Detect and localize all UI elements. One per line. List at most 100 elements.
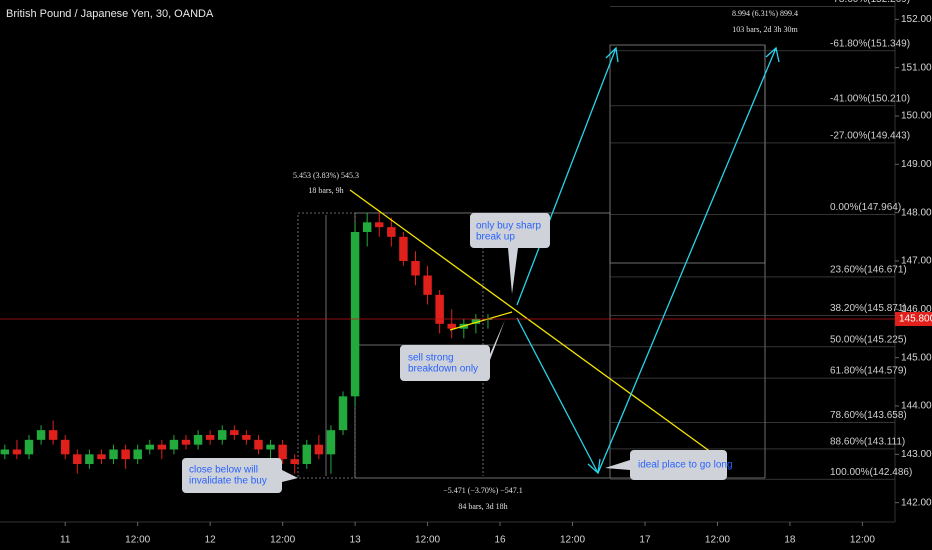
candle-body bbox=[314, 444, 324, 455]
chart-title: British Pound / Japanese Yen, 30, OANDA bbox=[6, 8, 214, 20]
arrow-head bbox=[765, 46, 780, 63]
candle-body bbox=[230, 430, 239, 435]
candle-body bbox=[326, 430, 336, 455]
candle-body bbox=[109, 449, 118, 460]
y-tick-label: 143.000 bbox=[901, 449, 932, 460]
candle-body bbox=[12, 449, 22, 455]
candle-body bbox=[387, 227, 396, 237]
candle-body bbox=[447, 323, 456, 329]
fib-label: -78.60%(152.269) bbox=[830, 0, 910, 5]
candle-body bbox=[97, 454, 106, 460]
candle-body bbox=[399, 236, 408, 261]
fib-label: 61.80%(144.579) bbox=[830, 366, 907, 377]
candle-body bbox=[266, 444, 275, 450]
candle-body bbox=[278, 444, 287, 460]
y-tick-label: 142.000 bbox=[901, 497, 932, 508]
callout-text: sell strong bbox=[408, 353, 454, 364]
trend-line bbox=[349, 189, 716, 456]
candle-body bbox=[254, 439, 263, 450]
candle-body bbox=[350, 232, 360, 397]
callout-text: ideal place to go long bbox=[638, 460, 733, 471]
candle-body bbox=[73, 454, 82, 464]
candle-body bbox=[169, 439, 179, 450]
callout-text: break up bbox=[476, 232, 515, 243]
candle-body bbox=[435, 294, 444, 324]
candle-body bbox=[36, 430, 46, 440]
fib-label: 100.00%(142.486) bbox=[830, 467, 912, 478]
candle-body bbox=[338, 396, 348, 431]
x-tick-label: 12:00 bbox=[560, 535, 585, 546]
x-tick-label: 12:00 bbox=[125, 535, 150, 546]
candle-body bbox=[193, 435, 203, 445]
candle-body bbox=[290, 459, 299, 464]
fib-label: -41.00%(150.210) bbox=[830, 93, 910, 104]
callout-box bbox=[605, 450, 727, 480]
candle-body bbox=[24, 439, 34, 455]
annotations bbox=[349, 46, 780, 475]
arrow bbox=[516, 317, 599, 474]
callout-box bbox=[470, 213, 550, 294]
y-tick-label: 145.000 bbox=[901, 352, 932, 363]
measure-label: 5.453 (3.83%) 545.3 bbox=[293, 171, 359, 180]
candle-body bbox=[121, 449, 130, 460]
measure-label: 18 bars, 9h bbox=[308, 186, 343, 195]
candle-body bbox=[375, 222, 384, 228]
trend-line bbox=[449, 311, 513, 331]
candle-body bbox=[48, 430, 58, 440]
candle-body bbox=[145, 444, 154, 450]
fib-label: 88.60%(143.111) bbox=[830, 437, 905, 448]
x-tick-label: 12:00 bbox=[270, 535, 295, 546]
last-price-tag bbox=[895, 312, 932, 326]
x-tick-label: 16 bbox=[494, 535, 506, 546]
measure-label: −5.471 (−3.70%) −547.1 bbox=[443, 486, 523, 495]
candle-body bbox=[471, 319, 481, 324]
measure-label: 8.994 (6.31%) 899.4 bbox=[732, 9, 798, 18]
x-tick-label: 12:00 bbox=[415, 535, 440, 546]
callout-box bbox=[400, 320, 505, 381]
measure-label: 103 bars, 2d 3h 30m bbox=[732, 25, 798, 34]
arrow bbox=[516, 47, 617, 306]
arrow bbox=[597, 47, 777, 474]
y-tick-label: 144.000 bbox=[901, 401, 932, 412]
measure-label: 84 bars, 3d 18h bbox=[458, 502, 507, 511]
x-tick-label: 12:00 bbox=[705, 535, 730, 546]
callout-text: close below will bbox=[189, 465, 258, 476]
fib-levels: -78.60%(152.269) -61.80%(151.349) -41.00%(… bbox=[610, 0, 912, 480]
callout-text: only buy sharp bbox=[476, 221, 541, 232]
callout-text: invalidate the buy bbox=[189, 476, 267, 487]
y-tick-label: 152.000 bbox=[901, 14, 932, 25]
fib-label: -61.80%(151.349) bbox=[830, 38, 910, 49]
candle-body bbox=[205, 435, 215, 440]
candle-body bbox=[60, 439, 70, 455]
fib-label: 38.20%(145.871) bbox=[830, 303, 907, 314]
y-tick-label: 147.000 bbox=[901, 256, 932, 267]
candle-body bbox=[133, 449, 142, 460]
candle-body bbox=[85, 454, 94, 464]
x-tick-label: 11 bbox=[60, 535, 71, 546]
x-tick-label: 12:00 bbox=[850, 535, 875, 546]
x-tick-label: 13 bbox=[350, 535, 362, 546]
last-price-label: 145.800 bbox=[899, 314, 932, 325]
callouts bbox=[182, 213, 727, 493]
candle-body bbox=[181, 439, 191, 445]
y-tick-label: 150.000 bbox=[901, 111, 932, 122]
fib-label: 23.60%(146.671) bbox=[830, 265, 907, 276]
y-tick-label: 146.000 bbox=[901, 304, 932, 315]
candle-body bbox=[362, 222, 372, 232]
x-tick-label: 12 bbox=[205, 535, 217, 546]
candle-body bbox=[423, 275, 432, 295]
y-tick-label: 148.000 bbox=[901, 207, 932, 218]
arrow-head bbox=[605, 46, 619, 63]
fib-label: 50.00%(145.225) bbox=[830, 334, 907, 345]
y-tick-label: 151.000 bbox=[901, 62, 932, 73]
candle-body bbox=[302, 444, 312, 464]
candles bbox=[0, 212, 493, 474]
fib-label: -27.00%(149.443) bbox=[830, 131, 910, 142]
fib-label: 0.00%(147.964) bbox=[830, 202, 901, 213]
candle-body bbox=[0, 449, 10, 455]
candle-body bbox=[157, 444, 167, 450]
candle-body bbox=[242, 435, 251, 440]
fib-label: 78.60%(143.658) bbox=[830, 410, 907, 421]
candle-body bbox=[218, 430, 227, 440]
